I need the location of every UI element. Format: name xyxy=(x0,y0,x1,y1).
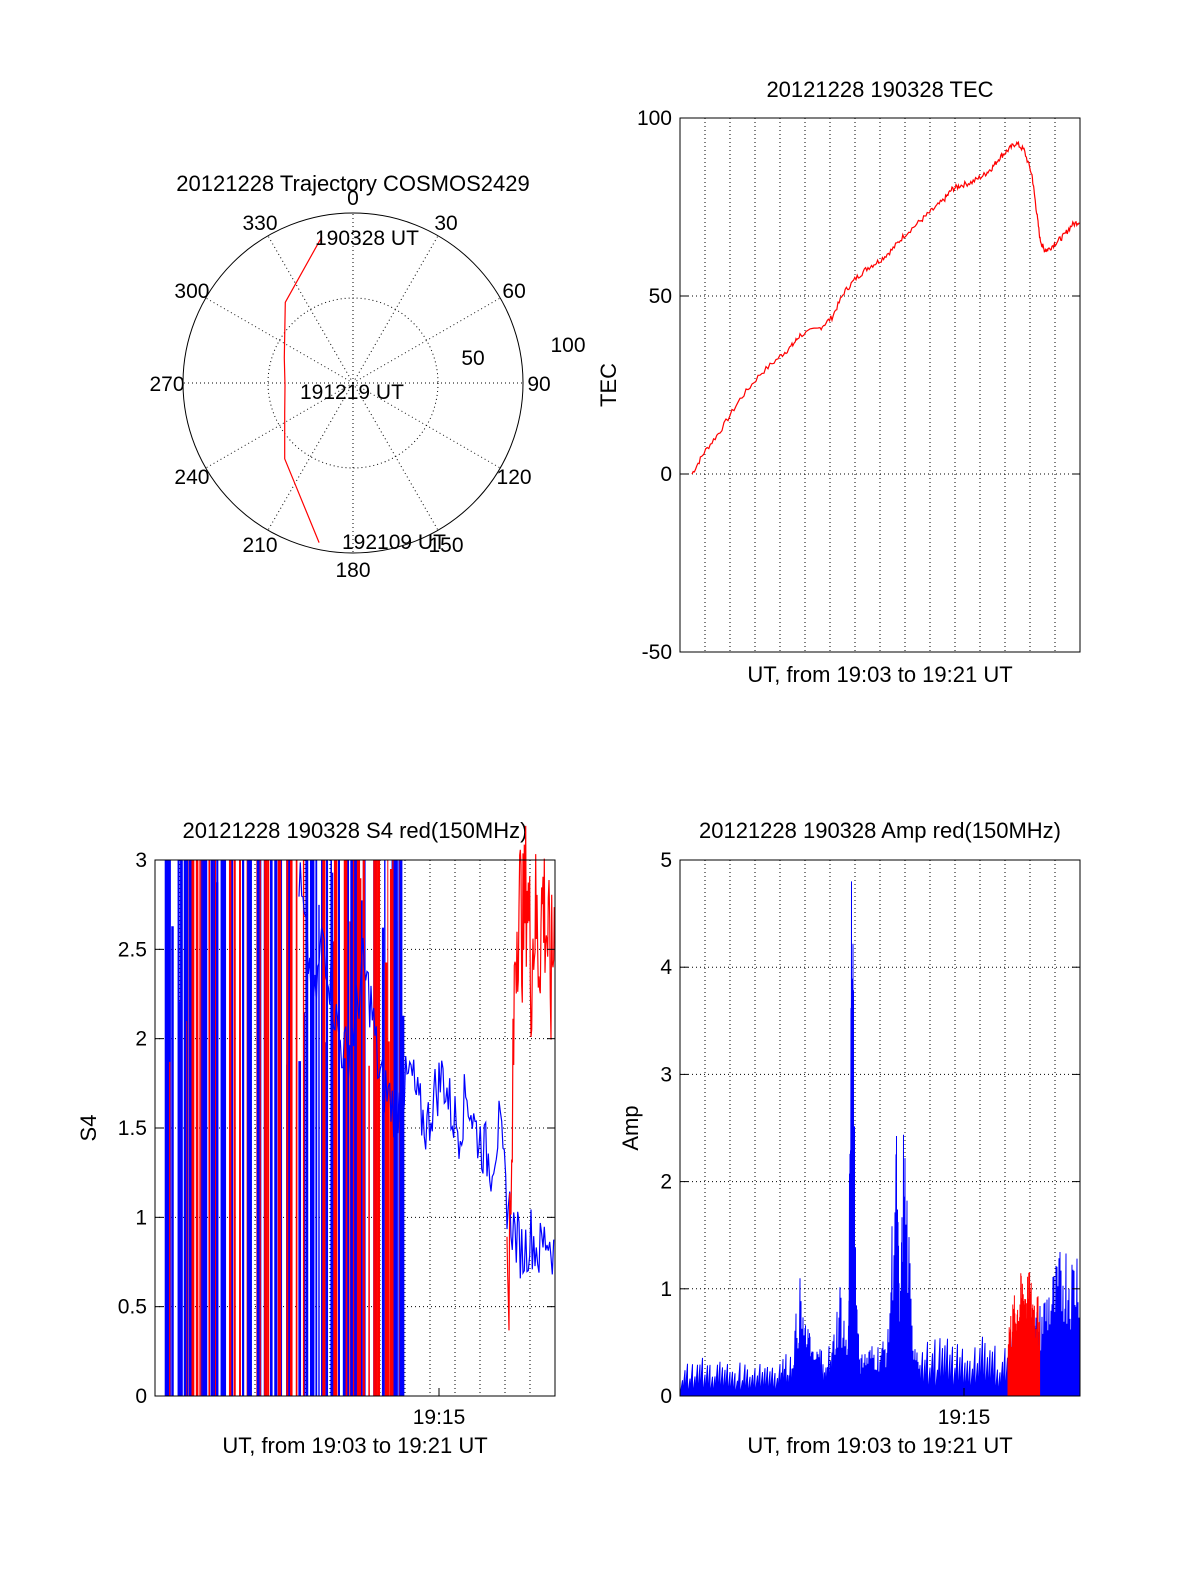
radial-label-100: 100 xyxy=(550,334,585,357)
amp-x-tick-1915: 19:15 xyxy=(938,1406,991,1429)
tec-series xyxy=(691,140,1080,475)
s4-dense-stripes xyxy=(164,860,405,1396)
amp-title: 20121228 190328 Amp red(150MHz) xyxy=(699,818,1061,843)
y-tick-label: 50 xyxy=(649,285,672,308)
trajectory-start-label: 190328 UT xyxy=(315,227,419,250)
trajectory-mid-label: 191219 UT xyxy=(300,381,404,404)
radial-label-50: 50 xyxy=(461,347,484,370)
tec-grid xyxy=(680,118,1080,652)
polar-spoke xyxy=(267,235,354,384)
s4-y-ticks: 0 0.5 1 1.5 2 2.5 3 xyxy=(118,849,555,1408)
y-tick-label: 3 xyxy=(135,849,147,872)
y-tick-label: 1.5 xyxy=(118,1117,147,1140)
y-tick-label: 0 xyxy=(660,463,672,486)
polar-angle-label: 240 xyxy=(174,466,209,489)
tec-y-label: TEC xyxy=(596,363,621,407)
polar-angle-label: 0 xyxy=(347,187,359,210)
polar-angle-label: 90 xyxy=(527,373,550,396)
y-tick-label: 1 xyxy=(135,1206,147,1229)
tec-y-ticks: -50 0 50 100 xyxy=(637,107,1080,664)
polar-angle-label: 150 xyxy=(428,534,463,557)
polar-spoke xyxy=(205,297,354,384)
y-tick-label: 0 xyxy=(135,1385,147,1408)
y-tick-label: 2 xyxy=(660,1171,672,1194)
s4-title: 20121228 190328 S4 red(150MHz) xyxy=(183,818,528,843)
y-tick-label: 4 xyxy=(660,956,672,979)
y-tick-label: 1 xyxy=(660,1278,672,1301)
s4-x-tick-1915: 19:15 xyxy=(413,1406,466,1429)
polar-angle-label: 330 xyxy=(242,212,277,235)
polar-spoke xyxy=(352,297,501,384)
tec-x-label: UT, from 19:03 to 19:21 UT xyxy=(747,662,1012,687)
polar-spoke xyxy=(352,235,439,384)
tec-title: 20121228 190328 TEC xyxy=(766,77,993,102)
amp-grid xyxy=(680,860,1080,1396)
amp-panel: 20121228 190328 Amp red(150MHz) 0 1 2 3 4 5 1… xyxy=(618,818,1081,1458)
y-tick-label: 5 xyxy=(660,849,672,872)
y-tick-label: 0.5 xyxy=(118,1296,147,1319)
y-tick-label: 0 xyxy=(660,1385,672,1408)
y-tick-label: 2 xyxy=(135,1028,147,1051)
y-tick-label: -50 xyxy=(642,641,672,664)
s4-red-series xyxy=(506,825,555,1331)
s4-x-label: UT, from 19:03 to 19:21 UT xyxy=(222,1433,487,1458)
y-tick-label: 100 xyxy=(637,107,672,130)
polar-angle-label: 60 xyxy=(502,280,525,303)
amp-y-label: Amp xyxy=(618,1105,643,1150)
s4-y-label: S4 xyxy=(76,1115,101,1142)
polar-spoke xyxy=(205,382,354,469)
amp-plot-frame xyxy=(679,859,1081,1397)
s4-panel: 20121228 190328 S4 red(150MHz) 0 0.5 1 1.5 2… xyxy=(76,818,556,1458)
tec-panel: 20121228 190328 TEC -50 0 50 100 TEC UT, fr… xyxy=(596,77,1081,687)
polar-spoke xyxy=(352,382,501,469)
y-tick-label: 2.5 xyxy=(118,938,147,961)
amp-red-series xyxy=(1007,1272,1041,1397)
polar-spoke xyxy=(352,382,439,531)
trajectory-series xyxy=(283,236,323,543)
polar-angle-label: 300 xyxy=(174,280,209,303)
trajectory-title: 20121228 Trajectory COSMOS2429 xyxy=(176,171,529,196)
amp-x-label: UT, from 19:03 to 19:21 UT xyxy=(747,1433,1012,1458)
polar-angle-labels: 0 30 60 90 120 150 180 210 240 270 300 330 xyxy=(149,187,550,582)
polar-grid xyxy=(183,213,523,553)
trajectory-panel: 20121228 Trajectory COSMOS2429 0 30 60 90 12… xyxy=(149,171,585,582)
s4-blue-series xyxy=(298,862,555,1279)
polar-angle-label: 30 xyxy=(434,212,457,235)
tec-plot-frame xyxy=(679,117,1081,653)
polar-angle-label: 210 xyxy=(242,534,277,557)
polar-spoke xyxy=(267,382,354,531)
polar-outer-circle xyxy=(182,212,524,554)
trajectory-end-label: 192109 UT xyxy=(342,531,446,554)
polar-angle-label: 270 xyxy=(149,373,184,396)
amp-y-ticks: 0 1 2 3 4 5 xyxy=(660,849,1080,1408)
polar-angle-label: 180 xyxy=(335,559,370,582)
y-tick-label: 3 xyxy=(660,1063,672,1086)
polar-angle-label: 120 xyxy=(497,466,532,489)
